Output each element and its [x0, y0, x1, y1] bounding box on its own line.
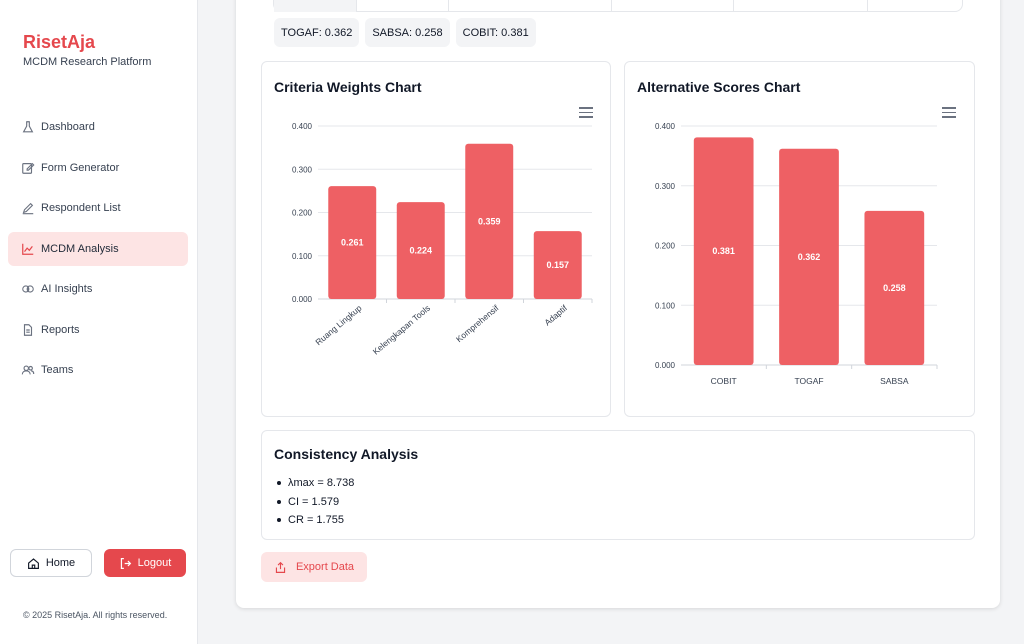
export-data-button[interactable]: Export Data [261, 552, 367, 582]
list-item: CR = 1.755 [275, 511, 354, 530]
table-header-cell [274, 0, 356, 12]
x-category-label: Komprehensif [454, 302, 501, 344]
bar-value-label: 0.362 [798, 252, 821, 262]
logout-icon [120, 557, 131, 569]
y-tick-label: 0.100 [655, 301, 676, 310]
x-category-label: Adaptif [542, 302, 569, 327]
sidebar-nav: Dashboard Form Generator Respondent List… [8, 110, 188, 394]
bar-value-label: 0.258 [883, 283, 906, 293]
score-badge: TOGAF: 0.362 [274, 18, 360, 47]
x-category-label: TOGAF [794, 376, 823, 386]
y-tick-label: 0.000 [292, 295, 313, 304]
chart-bar[interactable] [693, 137, 754, 365]
home-icon [27, 557, 39, 569]
consistency-title: Consistency Analysis [274, 446, 419, 462]
sidebar-item-label: Respondent List [41, 202, 121, 214]
logout-button-label: Logout [137, 557, 172, 569]
brand-subtitle: MCDM Research Platform [23, 56, 152, 68]
sidebar: RisetAja MCDM Research Platform Dashboar… [0, 0, 198, 644]
x-category-label: SABSA [880, 376, 909, 386]
bar-value-label: 0.261 [341, 238, 364, 248]
edit-icon [21, 161, 35, 175]
list-item: λmax = 8.738 [275, 474, 354, 493]
x-category-label: Ruang Lingkup [313, 303, 363, 348]
criteria-chart-title: Criteria Weights Chart [274, 79, 422, 95]
sidebar-item-form-generator[interactable]: Form Generator [8, 151, 188, 185]
export-data-label: Export Data [295, 561, 355, 573]
chart-menu-icon[interactable] [579, 107, 593, 119]
sidebar-item-dashboard[interactable]: Dashboard [8, 110, 188, 144]
sidebar-item-label: MCDM Analysis [41, 242, 119, 255]
score-badge: SABSA: 0.258 [365, 18, 450, 47]
consistency-analysis-panel: Consistency Analysis λmax = 8.738 CI = 1… [261, 430, 975, 540]
criteria-weights-panel: Criteria Weights Chart 0.000 0.100 0.200 0.… [261, 61, 611, 417]
file-icon [21, 323, 35, 337]
y-tick-label: 0.000 [655, 361, 676, 370]
score-badge: COBIT: 0.381 [455, 18, 536, 47]
sidebar-item-label: Reports [41, 323, 80, 336]
logout-button[interactable]: Logout [104, 549, 186, 577]
sidebar-item-label: Teams [41, 364, 74, 376]
y-tick-label: 0.400 [292, 122, 313, 131]
sidebar-item-mcdm-analysis[interactable]: MCDM Analysis [8, 231, 188, 266]
line-chart-icon [21, 242, 35, 256]
chart-bar[interactable] [864, 210, 925, 365]
alternative-scores-chart: 0.000 0.100 0.200 0.300 0.400 0.381 COBIT 0.362… [655, 122, 938, 386]
bar-value-label: 0.359 [478, 216, 501, 226]
results-table [273, 0, 963, 12]
x-category-label: COBIT [711, 376, 737, 386]
y-tick-label: 0.300 [292, 165, 313, 174]
scores-summary: TOGAF: 0.362 SABSA: 0.258 COBIT: 0.381 [274, 18, 536, 47]
sidebar-item-respondent-list[interactable]: Respondent List [8, 191, 188, 225]
y-tick-label: 0.200 [655, 242, 676, 251]
bar-value-label: 0.224 [409, 246, 432, 256]
y-tick-label: 0.300 [655, 182, 676, 191]
sidebar-item-ai-insights[interactable]: AI Insights [8, 272, 188, 306]
consistency-list: λmax = 8.738 CI = 1.579 CR = 1.755 [275, 474, 354, 530]
chart-bar[interactable] [779, 148, 839, 365]
brand-name: RisetAja [23, 32, 96, 52]
pencil-icon [21, 201, 35, 215]
sidebar-item-label: AI Insights [41, 283, 93, 295]
flask-icon [21, 120, 35, 134]
alternative-chart-title: Alternative Scores Chart [637, 79, 801, 95]
chart-bar[interactable] [396, 202, 445, 299]
x-category-label: Kelengkapan Tools [371, 303, 432, 357]
chart-bar[interactable] [533, 231, 582, 299]
chart-bar[interactable] [328, 186, 377, 299]
y-tick-label: 0.100 [292, 252, 313, 261]
criteria-weights-chart: 0.000 0.100 0.200 0.300 0.400 0.261 Ruang Ling… [292, 122, 593, 357]
home-button-label: Home [45, 557, 76, 569]
y-tick-label: 0.200 [292, 209, 313, 218]
sidebar-item-label: Dashboard [41, 121, 95, 133]
sidebar-item-reports[interactable]: Reports [8, 313, 188, 347]
users-icon [21, 363, 35, 377]
sidebar-item-teams[interactable]: Teams [8, 353, 188, 387]
sidebar-item-label: Form Generator [41, 161, 120, 174]
brain-icon [21, 282, 35, 296]
bar-value-label: 0.157 [546, 260, 569, 270]
home-button[interactable]: Home [10, 549, 92, 577]
alternative-scores-panel: Alternative Scores Chart 0.000 0.100 0.200… [624, 61, 975, 417]
share-icon [275, 561, 286, 573]
chart-bar[interactable] [465, 143, 514, 299]
y-tick-label: 0.400 [655, 122, 676, 131]
footer-copyright: © 2025 RisetAja. All rights reserved. [23, 610, 168, 620]
chart-menu-icon[interactable] [942, 107, 956, 119]
bar-value-label: 0.381 [712, 246, 735, 256]
list-item: CI = 1.579 [275, 493, 354, 512]
